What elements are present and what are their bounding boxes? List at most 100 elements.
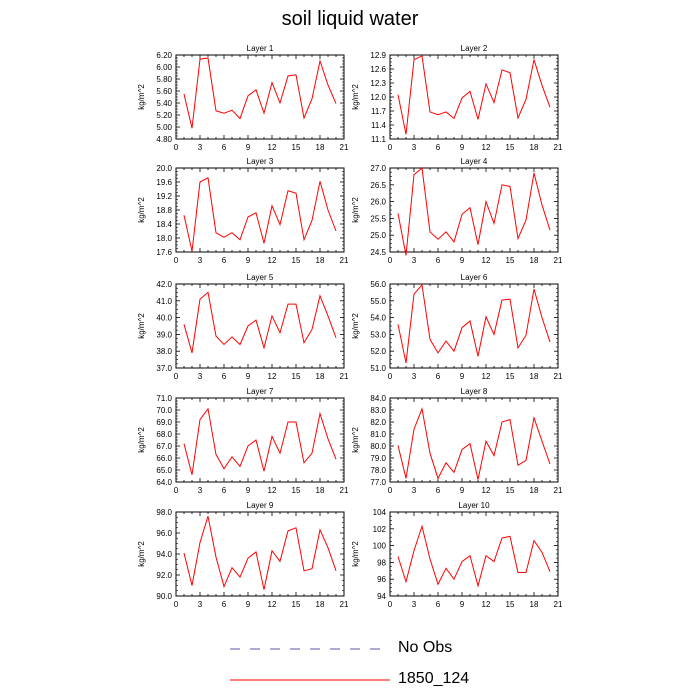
x-tick-label: 18 — [530, 600, 539, 609]
y-tick-label: 84.0 — [370, 394, 386, 403]
x-tick-label: 15 — [292, 486, 301, 495]
panel-layer-9: Layer 9 0 3 6 9 12 15 18 21 90.0 92.0 94.0 96.0 98.0 k… — [137, 501, 349, 609]
x-tick-label: 18 — [530, 143, 539, 152]
y-tick-label: 41.0 — [156, 297, 172, 306]
x-tick-label: 0 — [174, 486, 179, 495]
y-tick-label: 19.6 — [156, 178, 172, 187]
y-tick-label: 5.00 — [156, 123, 172, 132]
x-tick-label: 12 — [268, 143, 277, 152]
y-axis-label: kg/m^2 — [351, 427, 360, 453]
x-tick-label: 12 — [482, 486, 491, 495]
y-tick-label: 25.0 — [370, 231, 386, 240]
x-tick-label: 15 — [506, 143, 515, 152]
y-tick-label: 38.0 — [156, 347, 172, 356]
panel-title: Layer 6 — [461, 273, 488, 282]
x-tick-label: 3 — [412, 256, 417, 265]
panel-title: Layer 2 — [461, 44, 488, 53]
panel-title: Layer 10 — [458, 501, 490, 510]
panel-title: Layer 9 — [247, 501, 274, 510]
y-tick-label: 5.20 — [156, 111, 172, 120]
x-tick-label: 18 — [530, 256, 539, 265]
y-tick-label: 11.1 — [371, 135, 387, 144]
x-tick-label: 3 — [198, 372, 203, 381]
x-tick-label: 0 — [174, 372, 179, 381]
y-tick-label: 82.0 — [370, 418, 386, 427]
y-tick-label: 64.0 — [156, 478, 172, 487]
x-tick-label: 21 — [554, 256, 563, 265]
x-tick-label: 6 — [436, 256, 441, 265]
x-tick-label: 0 — [174, 256, 179, 265]
y-axis-label: kg/m^2 — [137, 427, 146, 453]
x-tick-label: 9 — [246, 256, 251, 265]
x-tick-label: 18 — [530, 486, 539, 495]
y-tick-label: 70.0 — [156, 406, 172, 415]
y-tick-label: 96.0 — [156, 529, 172, 538]
y-tick-label: 83.0 — [370, 406, 386, 415]
x-tick-label: 21 — [340, 372, 349, 381]
x-tick-label: 9 — [460, 486, 465, 495]
x-tick-label: 0 — [174, 143, 179, 152]
plot-frame — [389, 511, 559, 597]
x-tick-label: 6 — [436, 600, 441, 609]
y-tick-label: 11.4 — [371, 121, 387, 130]
y-tick-label: 77.0 — [370, 478, 386, 487]
y-tick-label: 55.0 — [370, 297, 386, 306]
panel-layer-4: Layer 4 0 3 6 9 12 15 18 21 24.5 25.0 25.5 26.0 26.5 2… — [351, 157, 563, 265]
y-tick-label: 6.20 — [156, 51, 172, 60]
x-tick-label: 6 — [222, 372, 227, 381]
y-tick-label: 20.0 — [156, 164, 172, 173]
y-tick-label: 67.0 — [156, 442, 172, 451]
x-tick-label: 15 — [292, 600, 301, 609]
y-axis-label: kg/m^2 — [351, 313, 360, 339]
y-tick-label: 27.0 — [370, 164, 386, 173]
y-tick-label: 42.0 — [156, 280, 172, 289]
y-tick-label: 71.0 — [156, 394, 172, 403]
x-tick-label: 0 — [388, 372, 393, 381]
x-tick-label: 21 — [554, 486, 563, 495]
y-tick-label: 66.0 — [156, 454, 172, 463]
x-tick-label: 21 — [554, 372, 563, 381]
series-line — [183, 177, 337, 252]
x-tick-label: 21 — [340, 256, 349, 265]
x-tick-label: 21 — [554, 143, 563, 152]
x-tick-label: 9 — [246, 143, 251, 152]
x-tick-label: 0 — [388, 486, 393, 495]
y-tick-label: 90.0 — [156, 592, 172, 601]
y-axis-label: kg/m^2 — [137, 197, 146, 223]
x-tick-label: 18 — [316, 256, 325, 265]
plot-frame — [175, 511, 345, 597]
x-tick-label: 9 — [460, 256, 465, 265]
y-tick-label: 24.5 — [370, 248, 386, 257]
x-tick-label: 6 — [222, 600, 227, 609]
y-tick-label: 104 — [373, 508, 387, 517]
x-tick-label: 6 — [222, 256, 227, 265]
y-tick-label: 37.0 — [156, 364, 172, 373]
y-tick-label: 39.0 — [156, 330, 172, 339]
series-line — [397, 524, 551, 588]
x-tick-label: 9 — [460, 143, 465, 152]
x-tick-label: 9 — [246, 600, 251, 609]
x-tick-label: 18 — [316, 486, 325, 495]
plot-frame — [175, 283, 345, 369]
x-tick-label: 12 — [268, 600, 277, 609]
y-tick-label: 26.0 — [370, 198, 386, 207]
y-tick-label: 5.80 — [156, 75, 172, 84]
y-tick-label: 25.5 — [370, 214, 386, 223]
x-tick-label: 9 — [460, 372, 465, 381]
panel-layer-7: Layer 7 0 3 6 9 12 15 18 21 64.0 65.0 66.0 67.0 68.0 6… — [137, 387, 349, 495]
y-tick-label: 78.0 — [370, 466, 386, 475]
y-tick-label: 69.0 — [156, 418, 172, 427]
y-tick-label: 12.0 — [370, 93, 386, 102]
x-tick-label: 15 — [506, 600, 515, 609]
series-line — [183, 291, 337, 354]
x-tick-label: 0 — [388, 256, 393, 265]
plot-frame — [175, 397, 345, 483]
x-tick-label: 21 — [554, 600, 563, 609]
series-line — [183, 57, 337, 129]
y-tick-label: 4.80 — [156, 135, 172, 144]
x-tick-label: 0 — [388, 143, 393, 152]
y-tick-label: 94 — [377, 592, 386, 601]
y-tick-label: 26.5 — [370, 181, 386, 190]
y-tick-label: 18.4 — [156, 220, 172, 229]
